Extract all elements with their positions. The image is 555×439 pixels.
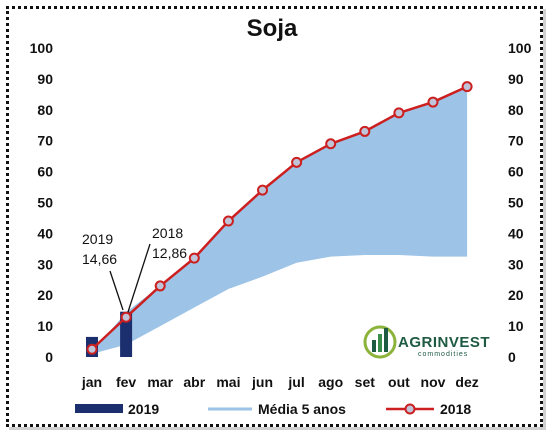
point-2018-nov	[427, 96, 439, 108]
logo-tagline: commodities	[418, 351, 468, 358]
y-tick-left: 60	[37, 164, 53, 180]
y-tick-left: 40	[37, 225, 53, 241]
point-2018-set	[359, 125, 371, 137]
x-tick-dez: dez	[455, 374, 478, 390]
x-tick-set: set	[355, 374, 376, 390]
y-tick-right: 100	[508, 40, 532, 56]
line-2018	[91, 85, 468, 351]
legend-item-2018: 2018	[386, 401, 471, 417]
y-tick-left: 90	[37, 71, 53, 87]
point-2018-abr	[188, 252, 200, 264]
average-band	[92, 85, 468, 354]
point-2018-jul	[291, 156, 303, 168]
point-2018-mai	[222, 215, 234, 227]
annotation-2018-value: 12,86	[152, 245, 187, 261]
annotation-2019-leader	[109, 270, 124, 311]
point-2018-out	[393, 107, 405, 119]
annotation-2019: 2019 14,66	[82, 231, 124, 311]
x-tick-jul: jul	[287, 374, 304, 390]
point-2018-mar	[154, 280, 166, 292]
logo-ring-icon	[363, 325, 397, 359]
line-layer	[86, 81, 473, 355]
y-tick-left: 30	[37, 256, 53, 272]
x-tick-mar: mar	[147, 374, 173, 390]
x-tick-nov: nov	[421, 374, 446, 390]
y-tick-right: 30	[508, 256, 524, 272]
legend-label-2019: 2019	[128, 401, 159, 417]
y-axis-left: 0 10 20 30 40 50 60 70 80 90 100	[30, 40, 54, 365]
average-band-layer	[92, 85, 468, 354]
x-tick-fev: fev	[116, 374, 136, 390]
y-tick-right: 0	[508, 349, 516, 365]
point-2018-dez	[461, 81, 473, 93]
legend-label-2018: 2018	[440, 401, 471, 417]
bar-2019-fev	[120, 311, 133, 357]
annotation-2019-value: 14,66	[82, 251, 117, 267]
annotation-2018-leader	[127, 243, 151, 313]
x-tick-mai: mai	[216, 374, 240, 390]
y-tick-right: 80	[508, 102, 524, 118]
y-tick-right: 90	[508, 71, 524, 87]
y-axis-right: 0 10 20 30 40 50 60 70 80 90 100	[508, 40, 532, 365]
y-tick-right: 60	[508, 164, 524, 180]
y-tick-right: 10	[508, 318, 524, 334]
y-tick-left: 20	[37, 287, 53, 303]
x-tick-jan: jan	[81, 374, 102, 390]
y-tick-left: 0	[45, 349, 53, 365]
x-tick-abr: abr	[183, 374, 205, 390]
legend-swatch-bar	[75, 404, 123, 413]
x-tick-jun: jun	[251, 374, 273, 390]
agrinvest-logo: AGRINVEST commodities	[363, 325, 490, 359]
annotation-2019-year: 2019	[82, 231, 113, 247]
y-tick-right: 20	[508, 287, 524, 303]
x-tick-out: out	[388, 374, 410, 390]
y-tick-right: 50	[508, 195, 524, 211]
legend-marker-icon	[404, 403, 416, 415]
y-tick-left: 50	[37, 195, 53, 211]
y-tick-left: 10	[37, 318, 53, 334]
annotation-2018: 2018 12,86	[127, 225, 187, 313]
y-tick-right: 40	[508, 225, 524, 241]
x-axis: jan fev mar abr mai jun jul ago set out nov dez	[81, 374, 479, 390]
legend-item-2019: 2019	[75, 401, 159, 417]
point-2018-jan	[86, 343, 98, 355]
point-2018-jun	[257, 184, 268, 196]
legend-label-average: Média 5 anos	[258, 401, 346, 417]
point-2018-fev	[120, 311, 132, 323]
y-tick-left: 100	[30, 40, 54, 56]
x-tick-ago: ago	[318, 374, 343, 390]
logo-name: AGRINVEST	[398, 334, 490, 351]
legend: 2019 Média 5 anos 2018	[75, 401, 471, 417]
point-2018-ago	[325, 138, 337, 150]
y-tick-left: 70	[37, 133, 53, 149]
legend-item-average: Média 5 anos	[208, 401, 346, 417]
y-tick-right: 70	[508, 133, 524, 149]
y-tick-left: 80	[37, 102, 53, 118]
annotation-2018-year: 2018	[152, 225, 183, 241]
chart-title: Soja	[247, 15, 298, 42]
